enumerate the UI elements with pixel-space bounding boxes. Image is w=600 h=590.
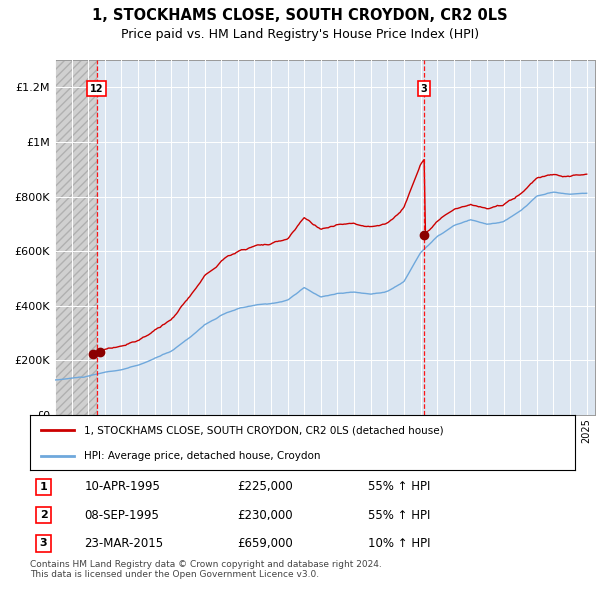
- Text: Contains HM Land Registry data © Crown copyright and database right 2024.
This d: Contains HM Land Registry data © Crown c…: [30, 560, 382, 579]
- Text: £225,000: £225,000: [237, 480, 293, 493]
- Text: 2: 2: [40, 510, 47, 520]
- Text: 23-MAR-2015: 23-MAR-2015: [85, 537, 164, 550]
- Text: 10-APR-1995: 10-APR-1995: [85, 480, 160, 493]
- Text: 3: 3: [421, 84, 428, 94]
- Text: £659,000: £659,000: [237, 537, 293, 550]
- Text: 55% ↑ HPI: 55% ↑ HPI: [368, 509, 430, 522]
- Text: HPI: Average price, detached house, Croydon: HPI: Average price, detached house, Croy…: [85, 451, 321, 461]
- Text: 3: 3: [40, 539, 47, 548]
- Text: 10% ↑ HPI: 10% ↑ HPI: [368, 537, 430, 550]
- Text: 1, STOCKHAMS CLOSE, SOUTH CROYDON, CR2 0LS: 1, STOCKHAMS CLOSE, SOUTH CROYDON, CR2 0…: [92, 8, 508, 23]
- Text: 12: 12: [90, 84, 103, 94]
- Text: 55% ↑ HPI: 55% ↑ HPI: [368, 480, 430, 493]
- Text: 1: 1: [40, 482, 47, 492]
- Text: Price paid vs. HM Land Registry's House Price Index (HPI): Price paid vs. HM Land Registry's House …: [121, 28, 479, 41]
- Text: 08-SEP-1995: 08-SEP-1995: [85, 509, 160, 522]
- Text: £230,000: £230,000: [237, 509, 293, 522]
- Bar: [55, 60, 97, 415]
- Text: 1, STOCKHAMS CLOSE, SOUTH CROYDON, CR2 0LS (detached house): 1, STOCKHAMS CLOSE, SOUTH CROYDON, CR2 0…: [85, 425, 444, 435]
